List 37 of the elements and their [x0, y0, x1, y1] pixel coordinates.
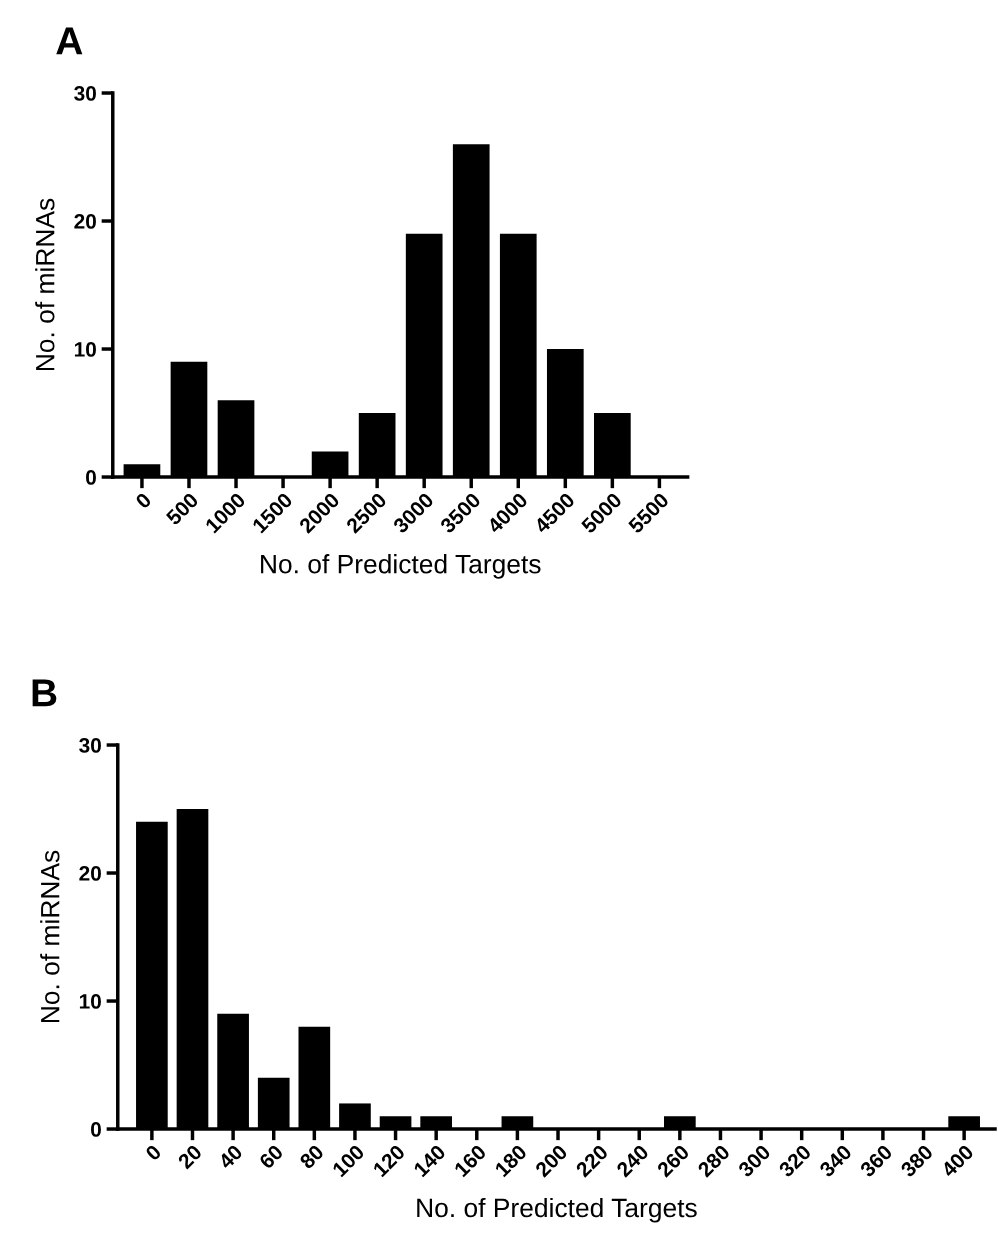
x-tick-label: 80 — [298, 1143, 325, 1170]
x-tick-label: 0 — [134, 491, 153, 510]
y-axis-title: No. of miRNAs — [40, 850, 60, 1023]
x-tick-label: 0 — [144, 1143, 163, 1162]
y-tick-label: 20 — [79, 866, 101, 881]
x-tick-label: 120 — [372, 1143, 406, 1178]
x-tick-label: 20 — [177, 1143, 203, 1170]
chart-title: B — [32, 679, 57, 707]
x-tick-label: 200 — [534, 1143, 569, 1178]
x-axis-title: No. of Predicted Targets — [417, 1197, 697, 1223]
x-tick-label: 220 — [574, 1143, 609, 1178]
x-tick-label: 280 — [696, 1143, 731, 1178]
y-tick-label: 30 — [79, 738, 101, 753]
x-tick-label: 320 — [777, 1143, 812, 1179]
x-tick-label: 100 — [331, 1143, 366, 1178]
y-tick-label: 30 — [74, 86, 96, 101]
x-tick-label: 300 — [737, 1143, 772, 1179]
chart-title: A — [56, 27, 83, 55]
y-axis-title: No. of miRNAs — [35, 198, 55, 371]
x-tick-label: 60 — [258, 1143, 284, 1170]
y-tick-label: 0 — [91, 1122, 101, 1137]
x-tick-label: 260 — [656, 1143, 691, 1178]
x-tick-label: 40 — [217, 1143, 244, 1170]
x-tick-label: 180 — [494, 1143, 528, 1178]
x-tick-label: 500 — [165, 491, 200, 526]
x-tick-label: 140 — [412, 1143, 447, 1178]
x-tick-label: 360 — [859, 1143, 894, 1179]
x-axis-title: No. of Predicted Targets — [261, 554, 541, 579]
x-tick-label: 400 — [940, 1143, 975, 1179]
y-tick-label: 20 — [74, 214, 96, 229]
x-tick-label: 160 — [453, 1143, 487, 1178]
x-tick-label: 380 — [899, 1143, 934, 1179]
y-tick-label: 10 — [79, 994, 101, 1009]
y-tick-label: 0 — [86, 470, 96, 485]
x-tick-label: 340 — [818, 1143, 853, 1179]
y-tick-label: 10 — [74, 342, 96, 357]
x-tick-label: 240 — [615, 1143, 650, 1178]
